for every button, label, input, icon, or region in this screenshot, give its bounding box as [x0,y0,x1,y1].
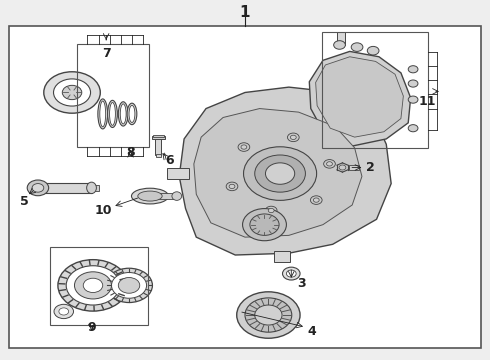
Circle shape [118,278,140,293]
Circle shape [44,72,100,113]
Circle shape [59,308,69,315]
Circle shape [250,214,279,235]
Polygon shape [309,51,411,146]
Text: 1: 1 [240,5,250,20]
Circle shape [112,273,147,298]
Circle shape [288,133,299,141]
Bar [337,32,345,45]
Circle shape [241,145,247,149]
Text: 2: 2 [367,161,375,174]
Circle shape [324,159,335,168]
Ellipse shape [129,105,135,122]
Text: 4: 4 [308,325,317,338]
Circle shape [243,208,287,241]
Bar [77,44,149,147]
Circle shape [106,268,152,302]
Polygon shape [194,109,362,237]
Bar [150,193,177,199]
Circle shape [266,163,294,184]
Circle shape [53,79,91,106]
Circle shape [226,182,238,191]
Text: 6: 6 [165,154,174,167]
Circle shape [326,162,332,166]
Circle shape [334,41,345,49]
Circle shape [32,184,44,192]
Ellipse shape [127,103,137,125]
Ellipse shape [110,103,116,125]
Circle shape [255,305,282,325]
Ellipse shape [131,188,169,204]
Circle shape [237,292,300,338]
Circle shape [27,180,49,196]
Circle shape [408,66,418,73]
Text: 7: 7 [102,47,111,60]
Circle shape [283,267,300,280]
Circle shape [339,165,346,170]
Circle shape [83,278,103,293]
Circle shape [351,43,363,51]
Circle shape [245,298,292,332]
Bar [167,168,189,179]
Circle shape [244,147,317,201]
Text: 8: 8 [126,146,135,159]
Circle shape [310,196,322,204]
Bar [155,138,161,155]
Bar [33,183,92,193]
Circle shape [255,155,305,192]
Bar [153,135,164,137]
Ellipse shape [120,104,126,124]
Ellipse shape [108,100,117,127]
Ellipse shape [28,182,38,194]
Bar [50,247,147,325]
Bar [349,165,360,170]
Text: 10: 10 [95,204,113,217]
Bar [152,136,165,139]
Polygon shape [316,57,403,137]
Bar [274,251,290,262]
Circle shape [54,304,74,319]
Circle shape [66,266,120,305]
Circle shape [268,208,274,213]
Bar [91,185,99,191]
Circle shape [266,206,277,215]
Circle shape [291,135,296,139]
Circle shape [229,184,235,189]
Ellipse shape [98,99,108,129]
Ellipse shape [87,182,97,194]
Circle shape [408,125,418,132]
Polygon shape [179,87,391,255]
Ellipse shape [100,101,106,127]
Circle shape [62,85,82,100]
Bar [322,32,428,148]
Text: 5: 5 [21,195,29,208]
Circle shape [408,80,418,87]
Ellipse shape [138,191,162,201]
Circle shape [368,46,379,55]
Circle shape [287,270,296,277]
Text: 9: 9 [87,321,96,334]
Text: 11: 11 [419,95,437,108]
Ellipse shape [172,192,182,201]
Bar [156,154,161,157]
Circle shape [238,143,250,151]
Circle shape [58,260,128,311]
Ellipse shape [118,102,128,126]
Circle shape [408,96,418,103]
Circle shape [74,272,112,299]
Circle shape [313,198,319,202]
Text: 3: 3 [297,277,305,290]
